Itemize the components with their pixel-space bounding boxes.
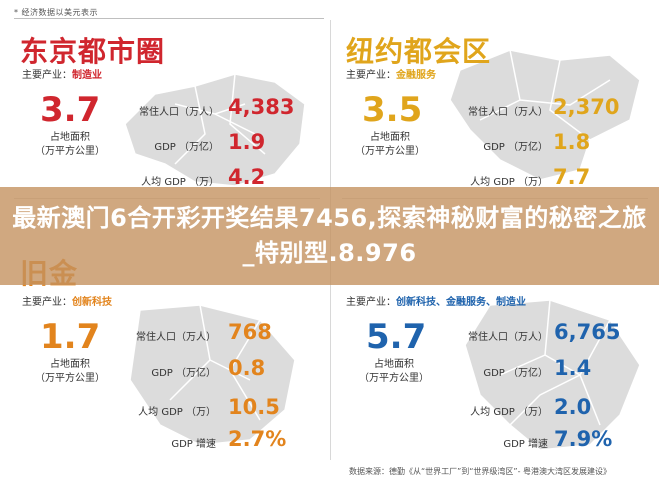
area-label-greater-bay-area: 占地面积 （万平方公里）: [354, 358, 434, 386]
area-value-tokyo: 3.7: [40, 90, 101, 130]
stat-gdp-growth-san-francisco: GDP 增速 2.7%: [0, 425, 330, 455]
area-label-line1: 占地面积: [50, 359, 90, 370]
industry-value: 创新科技: [72, 297, 112, 308]
stat-label: 常住人口（万人）: [139, 107, 219, 118]
industry-tokyo: 主要产业：制造业: [22, 66, 102, 81]
stat-value: 10.5: [228, 395, 280, 419]
area-label-san-francisco: 占地面积 （万平方公里）: [30, 358, 110, 386]
stat-value: 4,383: [228, 95, 295, 119]
stat-gdp-per-capita-greater-bay-area: 人均 GDP （万） 2.0: [330, 393, 659, 423]
stat-gdp-new-york: GDP （万亿） 1.8: [330, 128, 659, 158]
area-label-line2: （万平方公里）: [355, 146, 425, 157]
stat-label: 人均 GDP （万）: [470, 177, 548, 188]
area-label-line1: 占地面积: [50, 132, 90, 143]
area-value-new-york: 3.5: [362, 90, 423, 130]
san-francisco-region-map: [129, 304, 296, 446]
stat-population-new-york: 常住人口（万人） 2,370: [330, 93, 659, 123]
stat-label: 人均 GDP （万）: [470, 407, 548, 418]
stat-gdp-per-capita-tokyo: 人均 GDP （万） 4.2: [0, 163, 330, 193]
stat-label: 常住人口（万人）: [468, 107, 548, 118]
stat-gdp-greater-bay-area: GDP （万亿） 1.4: [330, 354, 659, 384]
stat-label: GDP （万亿）: [483, 142, 548, 153]
stat-value: 1.9: [228, 130, 266, 154]
stat-label: 常住人口（万人）: [468, 332, 548, 343]
stat-value: 2,370: [553, 95, 620, 119]
industry-value: 创新科技、金融服务、制造业: [396, 297, 526, 308]
overlay-banner: 最新澳门6合开彩开奖结果7456,探索神秘财富的秘密之旅_特别型.8.976: [0, 187, 659, 285]
tokyo-region-map: [124, 73, 306, 187]
stat-gdp-san-francisco: GDP （万亿） 0.8: [0, 354, 330, 384]
stat-gdp-growth-greater-bay-area: GDP 增速 7.9%: [330, 425, 659, 455]
industry-label: 主要产业：: [346, 70, 396, 81]
stat-gdp-per-capita-san-francisco: 人均 GDP （万） 10.5: [0, 393, 330, 423]
area-label-line1: 占地面积: [370, 132, 410, 143]
panel-new-york: 纽约都会区 主要产业：金融服务 3.5 占地面积 （万平方公里） 常住人口（万人…: [330, 0, 659, 200]
region-title-tokyo: 东京都市圈: [20, 35, 166, 68]
stat-label: GDP （万亿）: [151, 368, 216, 379]
stat-label: 人均 GDP （万）: [138, 407, 216, 418]
industry-value: 制造业: [72, 70, 102, 81]
data-source-note: 数据来源：德勤《从“世界工厂”到“世界级湾区”- 粤港澳大湾区发展建设》: [349, 467, 612, 476]
stat-label: GDP （万亿）: [483, 368, 548, 379]
industry-san-francisco: 主要产业：创新科技: [22, 293, 112, 308]
stat-population-greater-bay-area: 常住人口（万人） 6,765: [330, 318, 659, 348]
industry-greater-bay-area: 主要产业：创新科技、金融服务、制造业: [346, 293, 526, 308]
area-label-new-york: 占地面积 （万平方公里）: [350, 131, 430, 159]
stat-label: GDP 增速: [503, 439, 548, 450]
panel-tokyo: 东京都市圈 主要产业：制造业 3.7 占地面积 （万平方公里） 常住人口（万人）…: [0, 0, 330, 200]
industry-label: 主要产业：: [346, 297, 396, 308]
area-value-greater-bay-area: 5.7: [366, 317, 427, 357]
industry-value: 金融服务: [396, 70, 436, 81]
banner-headline: 最新澳门6合开彩开奖结果7456,探索神秘财富的秘密之旅_特别型.8.976: [12, 204, 647, 267]
industry-label: 主要产业：: [22, 297, 72, 308]
panel-greater-bay-area: 主要产业：创新科技、金融服务、制造业 5.7 占地面积 （万平方公里） 常住人口…: [330, 200, 659, 466]
stat-value: 1.8: [553, 130, 591, 154]
currency-note: * 经济数据以美元表示: [14, 8, 99, 17]
area-label-line2: （万平方公里）: [35, 146, 105, 157]
new-york-region-map: [449, 49, 641, 181]
industry-label: 主要产业：: [22, 70, 72, 81]
stat-value: 1.4: [554, 356, 592, 380]
stat-value: 2.7%: [228, 427, 287, 451]
area-value-san-francisco: 1.7: [40, 317, 101, 357]
stat-label: 人均 GDP （万）: [141, 177, 219, 188]
stat-value: 6,765: [554, 320, 621, 344]
stat-value: 7.7: [553, 165, 591, 189]
area-label-line2: （万平方公里）: [359, 373, 429, 384]
area-label-line1: 占地面积: [374, 359, 414, 370]
stat-gdp-per-capita-new-york: 人均 GDP （万） 7.7: [330, 163, 659, 193]
panel-san-francisco: 旧金 主要产业：创新科技 1.7 占地面积 （万平方公里） 常住人口（万人） 7…: [0, 200, 330, 466]
stat-value: 0.8: [228, 356, 266, 380]
stat-label: GDP （万亿）: [154, 142, 219, 153]
stat-gdp-tokyo: GDP （万亿） 1.9: [0, 128, 330, 158]
stat-label: 常住人口（万人）: [136, 332, 216, 343]
area-label-line2: （万平方公里）: [35, 373, 105, 384]
stat-population-san-francisco: 常住人口（万人） 768: [0, 318, 330, 348]
top-rule: [14, 18, 324, 19]
stat-population-tokyo: 常住人口（万人） 4,383: [0, 93, 330, 123]
stat-label: GDP 增速: [171, 439, 216, 450]
stat-value: 4.2: [228, 165, 266, 189]
region-title-new-york: 纽约都会区: [346, 35, 492, 68]
stat-value: 768: [228, 320, 272, 344]
area-label-tokyo: 占地面积 （万平方公里）: [30, 131, 110, 159]
stat-value: 7.9%: [554, 427, 613, 451]
greater-bay-area-map: [464, 299, 641, 451]
stat-value: 2.0: [554, 395, 592, 419]
industry-new-york: 主要产业：金融服务: [346, 66, 436, 81]
